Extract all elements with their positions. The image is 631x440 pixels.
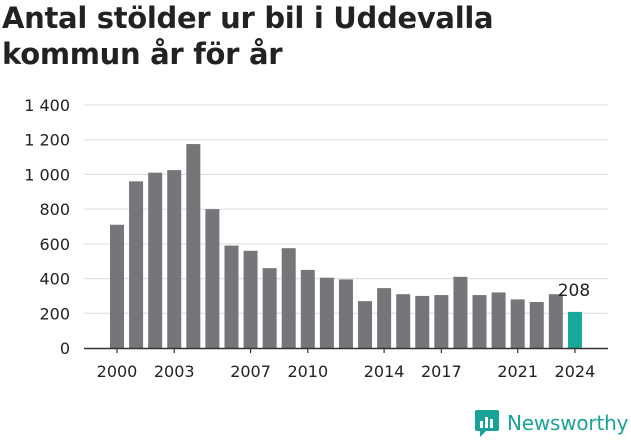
bar-2016	[415, 295, 430, 348]
bar-2005	[205, 209, 220, 348]
bar-2023	[548, 294, 563, 348]
bar-2020	[491, 292, 506, 348]
bar-2021	[510, 299, 525, 348]
y-tick-label: 1 000	[24, 165, 70, 184]
bar-2008	[262, 268, 277, 348]
bar-2014	[377, 288, 392, 348]
bar-2011	[319, 277, 334, 348]
data-labels: 208	[558, 281, 590, 301]
x-axis-tick-labels: 2000 2003 2007 2010 2014 2017 2021 2024	[97, 362, 596, 381]
bar-2004	[186, 144, 201, 348]
bar-2024	[567, 311, 582, 348]
y-tick-label: 1 400	[24, 96, 70, 115]
bars	[110, 144, 582, 348]
bar-2022	[529, 302, 544, 348]
x-axis	[84, 347, 608, 353]
x-tick-label: 2024	[555, 362, 596, 381]
x-tick-label: 2007	[230, 362, 271, 381]
y-tick-label: 1 200	[24, 131, 70, 150]
bar-2002	[148, 172, 163, 348]
y-tick-label: 0	[60, 339, 70, 358]
bar-2007	[243, 250, 258, 348]
brand-name: Newsworthy	[507, 411, 629, 435]
bar-2013	[358, 301, 373, 348]
y-axis-tick-labels: 0 200 400 600 800 1 000 1 200 1 400	[24, 96, 70, 358]
bar-2017	[434, 295, 449, 348]
data-label: 208	[558, 281, 590, 301]
chart-title: Antal stölder ur bil i Uddevalla kommun …	[2, 1, 494, 71]
y-tick-label: 200	[39, 304, 70, 323]
x-tick-label: 2003	[154, 362, 195, 381]
bar-2001	[129, 181, 144, 348]
bar-2010	[300, 269, 315, 348]
x-tick-label: 2000	[97, 362, 138, 381]
x-tick-label: 2017	[421, 362, 462, 381]
x-tick-label: 2014	[364, 362, 405, 381]
y-tick-label: 600	[39, 235, 70, 254]
bar-2012	[338, 279, 353, 348]
bar-2006	[224, 245, 239, 348]
bar-2003	[167, 170, 182, 348]
bar-2019	[472, 295, 487, 348]
y-tick-label: 400	[39, 270, 70, 289]
x-tick-label: 2021	[497, 362, 538, 381]
bar-2018	[453, 276, 468, 348]
y-tick-label: 800	[39, 200, 70, 219]
bar-2000	[110, 224, 124, 348]
brand-logo: Newsworthy	[474, 406, 628, 440]
newsworthy-logo-icon	[475, 410, 499, 437]
bar-2009	[281, 248, 296, 348]
bar-2015	[396, 294, 411, 348]
x-tick-label: 2010	[287, 362, 328, 381]
